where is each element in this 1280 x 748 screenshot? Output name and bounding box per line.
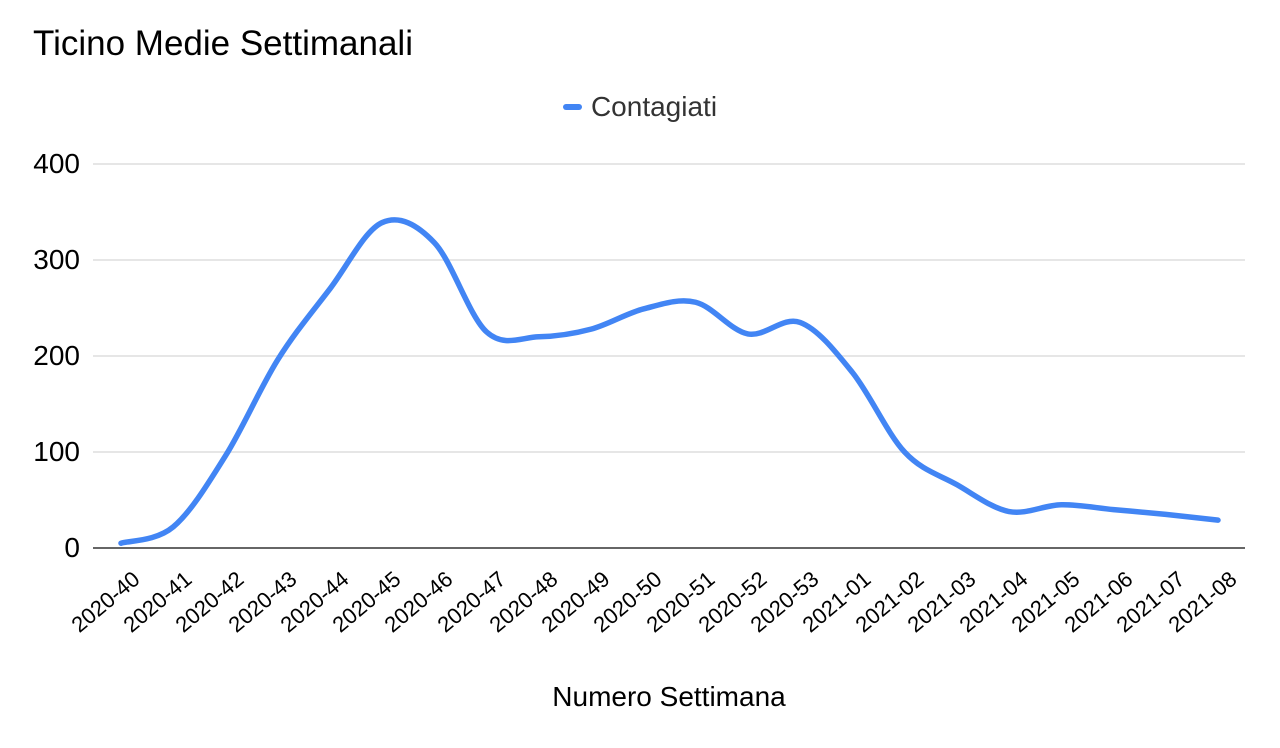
legend: Contagiati — [0, 91, 1280, 122]
y-tick-label-400: 400 — [33, 148, 80, 179]
legend-line-swatch — [562, 104, 582, 110]
y-tick-label-200: 200 — [33, 340, 80, 371]
chart-title: Ticino Medie Settimanali — [33, 24, 413, 63]
y-tick-label-100: 100 — [33, 436, 80, 467]
legend-series-label: Contagiati — [590, 91, 718, 122]
y-tick-label-300: 300 — [33, 244, 80, 275]
y-tick-label-0: 0 — [64, 532, 80, 563]
series-line-contagiati — [118, 217, 1221, 546]
x-axis-title: Numero Settimana — [552, 681, 786, 712]
